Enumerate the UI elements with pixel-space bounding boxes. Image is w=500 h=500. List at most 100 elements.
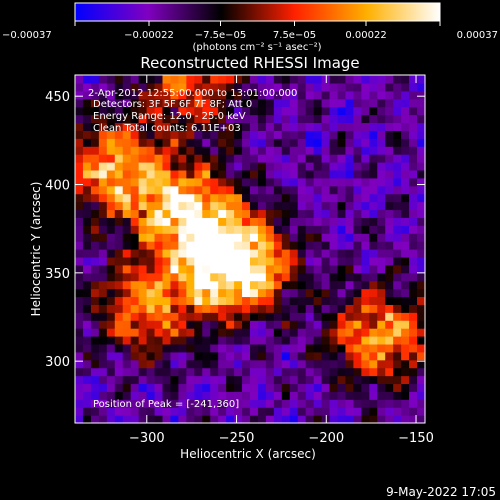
heatmap-cell — [369, 82, 378, 92]
heatmap-cell — [162, 320, 172, 329]
heatmap-cell — [250, 201, 259, 211]
heatmap-cell — [345, 106, 355, 116]
heatmap-cell — [162, 249, 172, 258]
heatmap-cell — [417, 138, 425, 147]
heatmap-cell — [218, 351, 227, 361]
heatmap-cell — [345, 391, 355, 400]
heatmap-cell — [305, 217, 315, 226]
heatmap-cell — [82, 256, 92, 266]
heatmap-cell — [417, 391, 425, 400]
heatmap-cell — [202, 312, 211, 321]
heatmap-cell — [106, 359, 116, 369]
heatmap-cell — [210, 146, 219, 155]
heatmap-cell — [98, 383, 108, 392]
heatmap-cell — [321, 209, 331, 218]
heatmap-cell — [242, 154, 251, 163]
heatmap-cell — [257, 249, 267, 258]
heatmap-cell — [321, 304, 331, 313]
heatmap-cell — [146, 280, 156, 290]
heatmap-cell — [313, 407, 323, 416]
heatmap-cell — [186, 169, 195, 179]
heatmap-cell — [138, 407, 148, 416]
heatmap-cell — [82, 98, 92, 108]
heatmap-cell — [114, 375, 124, 385]
heatmap-cell — [345, 146, 355, 155]
heatmap-cell — [377, 193, 386, 203]
heatmap-cell — [146, 177, 156, 187]
heatmap-cell — [82, 233, 92, 242]
heatmap-cell — [313, 249, 323, 258]
heatmap-cell — [82, 114, 92, 124]
heatmap-cell — [114, 249, 124, 258]
heatmap-cell — [146, 193, 156, 203]
heatmap-cell — [393, 225, 402, 234]
heatmap-cell — [385, 82, 394, 92]
heatmap-cell — [417, 185, 425, 195]
heatmap-cell — [202, 106, 211, 116]
heatmap-cell — [138, 280, 148, 290]
heatmap-cell — [345, 233, 355, 242]
heatmap-cell — [98, 98, 108, 108]
heatmap-cell — [210, 415, 219, 423]
heatmap-cell — [401, 138, 410, 147]
heatmap-cell — [122, 106, 132, 116]
heatmap-cell — [321, 383, 331, 392]
heatmap-cell — [170, 82, 180, 92]
heatmap-cell — [289, 296, 299, 305]
heatmap-cell — [257, 328, 267, 337]
heatmap-cell — [154, 415, 164, 423]
heatmap-cell — [114, 288, 124, 298]
heatmap-cell — [369, 415, 378, 423]
heatmap-cell — [329, 146, 339, 155]
heatmap-cell — [393, 98, 402, 108]
heatmap-cell — [234, 169, 243, 179]
heatmap-cell — [369, 130, 378, 139]
heatmap-cell — [417, 280, 425, 290]
heatmap-cell — [146, 367, 156, 377]
heatmap-cell — [75, 225, 84, 234]
heatmap-cell — [265, 169, 275, 179]
heatmap-cell — [313, 383, 323, 392]
heatmap-cell — [353, 264, 362, 274]
heatmap-cell — [289, 130, 299, 139]
heatmap-cell — [226, 264, 235, 274]
heatmap-cell — [321, 249, 331, 258]
heatmap-cell — [226, 280, 235, 290]
heatmap-cell — [154, 146, 164, 155]
heatmap-cell — [75, 288, 84, 298]
heatmap-cell — [106, 415, 116, 423]
heatmap-cell — [321, 114, 331, 124]
heatmap-cell — [289, 249, 299, 258]
heatmap-cell — [90, 241, 100, 250]
heatmap-cell — [377, 383, 386, 392]
heatmap-cell — [178, 122, 187, 131]
heatmap-cell — [313, 98, 323, 108]
heatmap-cell — [361, 383, 370, 392]
heatmap-cell — [242, 328, 251, 337]
heatmap-cell — [273, 383, 283, 392]
heatmap-cell — [345, 280, 355, 290]
heatmap-cell — [377, 138, 386, 147]
heatmap-cell — [90, 312, 100, 321]
heatmap-cell — [377, 367, 386, 377]
heatmap-cell — [146, 201, 156, 211]
heatmap-cell — [377, 217, 386, 226]
heatmap-cell — [98, 169, 108, 179]
heatmap-cell — [257, 225, 267, 234]
heatmap-cell — [337, 225, 347, 234]
heatmap-cell — [313, 122, 323, 131]
heatmap-cell — [337, 351, 347, 361]
heatmap-cell — [106, 98, 116, 108]
heatmap-cell — [106, 312, 116, 321]
heatmap-cell — [162, 391, 172, 400]
heatmap-cell — [98, 407, 108, 416]
heatmap-cell — [178, 225, 187, 234]
timestamp: 9-May-2022 17:05 — [386, 485, 496, 499]
heatmap-cell — [98, 225, 108, 234]
heatmap-cell — [401, 312, 410, 321]
heatmap-cell — [202, 288, 211, 298]
heatmap-cell — [122, 146, 132, 155]
x-tick-label: −150 — [398, 431, 434, 446]
x-tick-label: −200 — [308, 431, 344, 446]
heatmap-cell — [154, 225, 164, 234]
